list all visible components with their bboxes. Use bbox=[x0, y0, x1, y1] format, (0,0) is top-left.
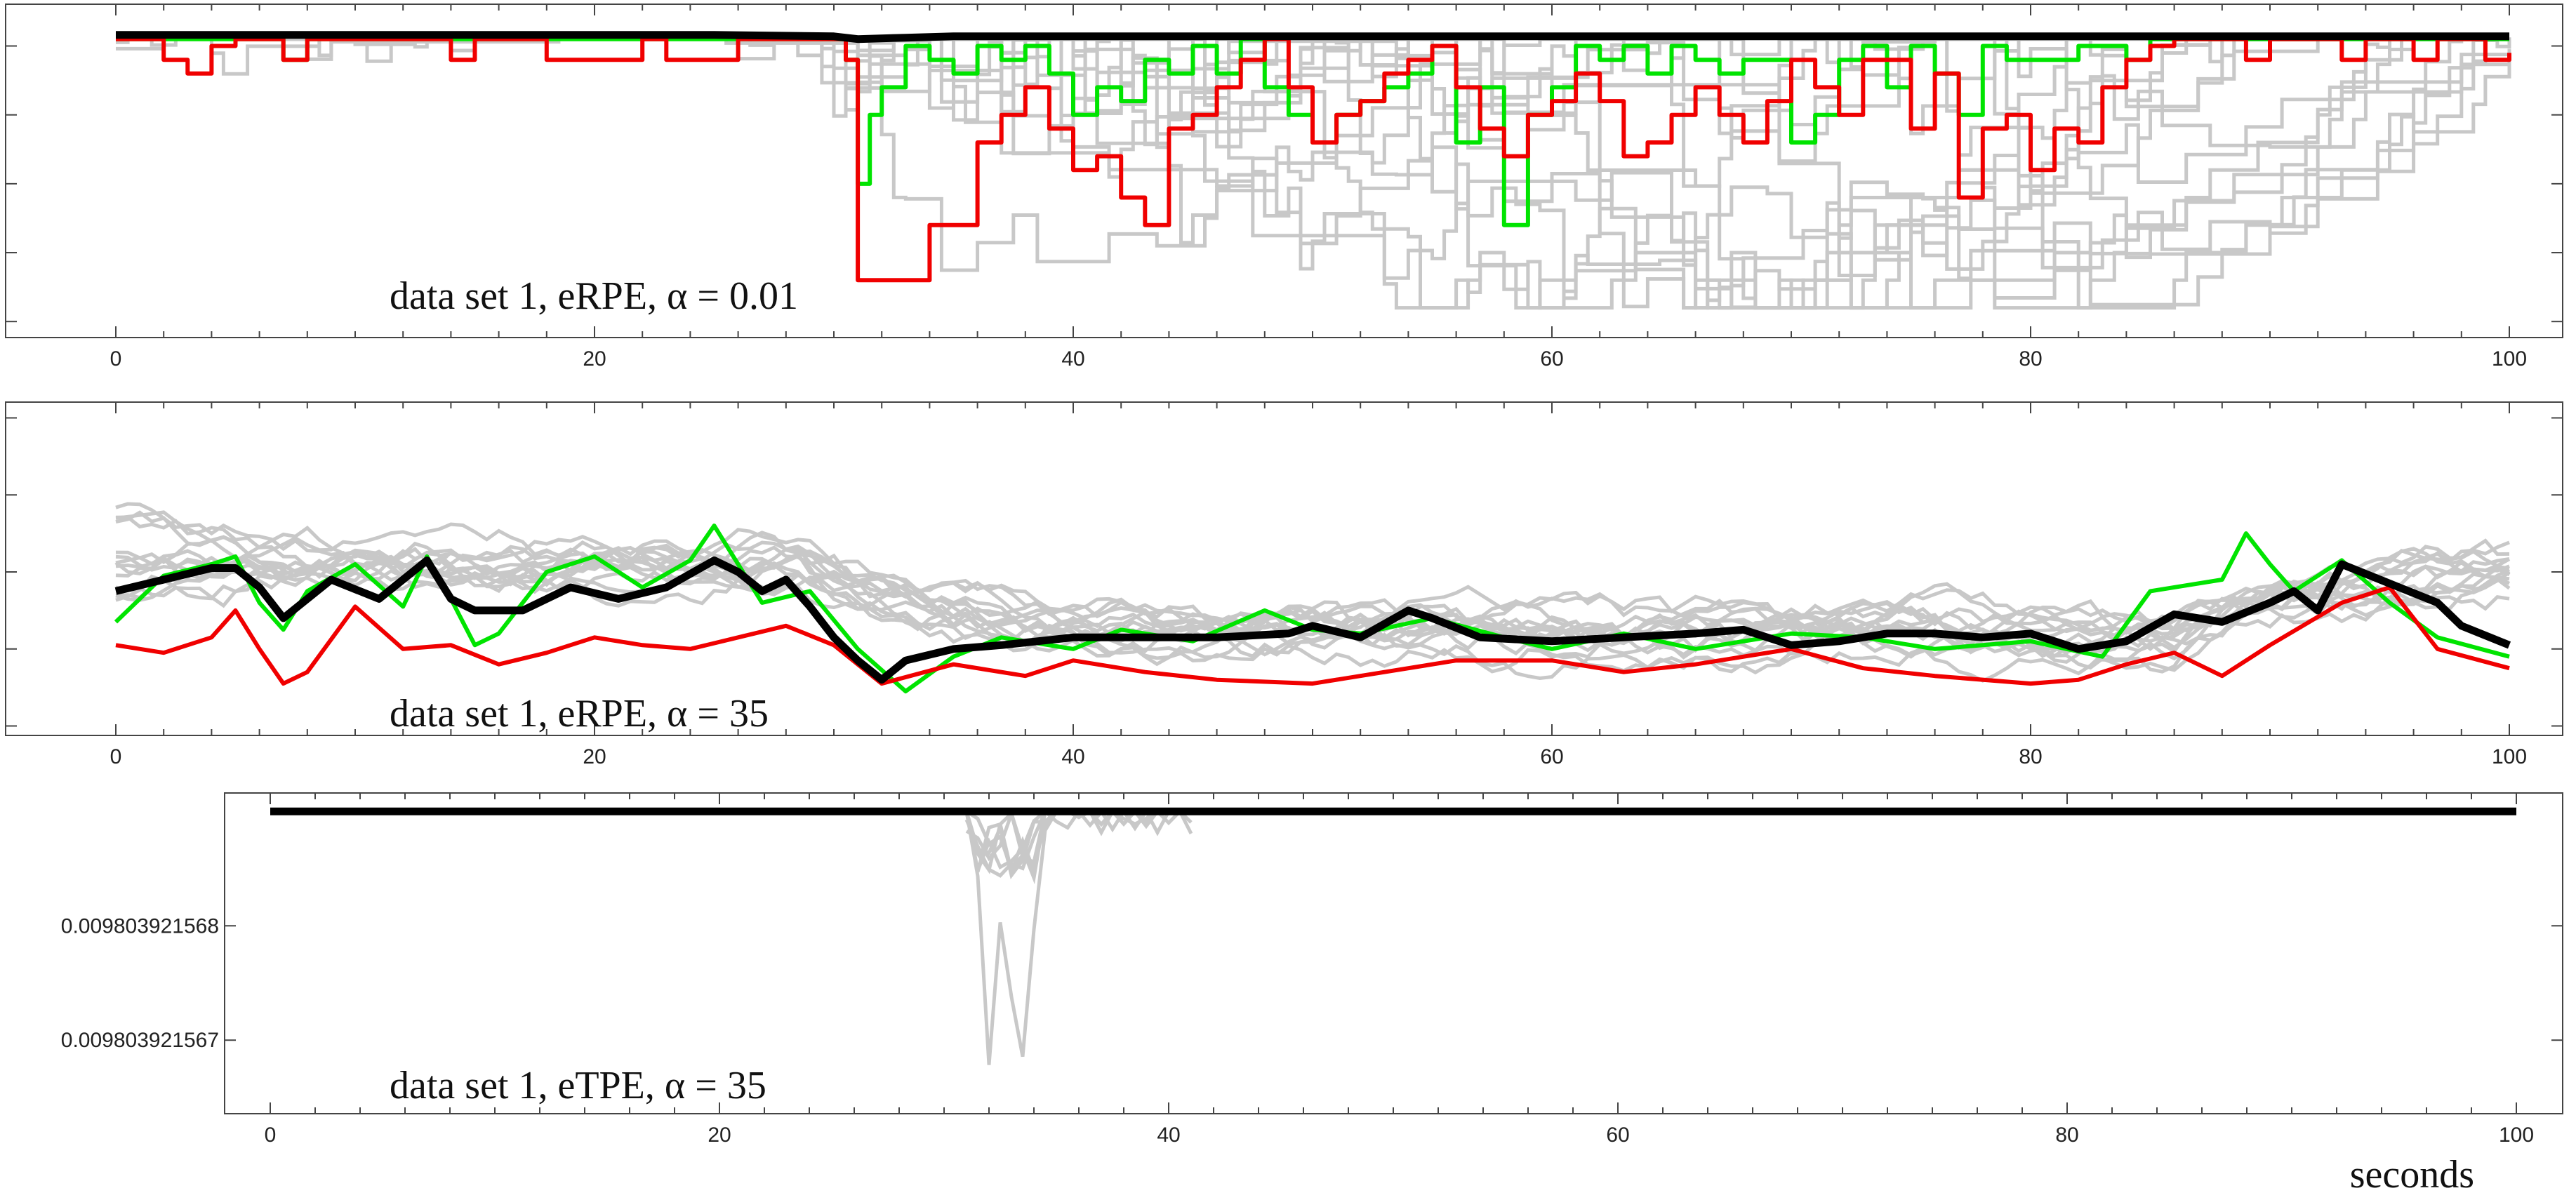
x-tick-label: 0 bbox=[265, 1124, 277, 1147]
axis-ticks bbox=[225, 793, 2563, 1114]
panel-etpe-alpha-35: 0 20 40 60 80 100 0.009803921567 0.009803921568… bbox=[61, 792, 2563, 1147]
mean-series-line bbox=[116, 31, 2509, 44]
y-tick-label: 0.009803921567 bbox=[61, 1029, 219, 1052]
plot-frame bbox=[5, 401, 2563, 736]
x-tick-label: 80 bbox=[2019, 347, 2042, 371]
background-run-line bbox=[115, 522, 2511, 683]
x-tick-label: 20 bbox=[708, 1124, 731, 1147]
x-tick-label: 20 bbox=[583, 745, 606, 768]
plot-area bbox=[116, 31, 2511, 310]
background-run-line bbox=[115, 531, 2510, 658]
background-run-line bbox=[964, 809, 1193, 1065]
axis-ticks bbox=[6, 402, 2563, 735]
plot-area bbox=[270, 807, 2516, 1065]
background-run-line bbox=[115, 539, 2511, 681]
plot-frame bbox=[5, 4, 2563, 338]
x-axis-label: seconds bbox=[2350, 1153, 2474, 1196]
green-series-line bbox=[114, 524, 2510, 694]
background-run-line bbox=[115, 535, 2511, 658]
background-run-line bbox=[115, 561, 2511, 658]
x-tick-label: 0 bbox=[110, 745, 122, 768]
panel-annotation: data set 1, eTPE, α = 35 bbox=[390, 1064, 766, 1107]
x-tick-label: 100 bbox=[2499, 1124, 2534, 1147]
x-tick-label: 40 bbox=[1157, 1124, 1180, 1147]
red-series-line bbox=[115, 585, 2510, 686]
plot-area bbox=[114, 502, 2511, 694]
background-run-line bbox=[964, 809, 1193, 878]
x-tick-label: 40 bbox=[1061, 347, 1084, 371]
x-tick-label: 60 bbox=[1540, 347, 1563, 371]
x-tick-label: 0 bbox=[110, 347, 122, 371]
panel-annotation: data set 1, eRPE, α = 35 bbox=[390, 692, 769, 735]
x-tick-label: 100 bbox=[2492, 745, 2527, 768]
y-tick-label: 0.009803921568 bbox=[61, 914, 219, 938]
green-series-line bbox=[116, 36, 2509, 227]
x-tick-label: 80 bbox=[2019, 745, 2042, 768]
x-tick-label: 100 bbox=[2492, 347, 2527, 371]
mean-series-line bbox=[114, 556, 2511, 684]
x-tick-label: 40 bbox=[1061, 745, 1084, 768]
x-tick-label: 60 bbox=[1540, 745, 1563, 768]
x-tick-label: 20 bbox=[583, 347, 606, 371]
x-tick-label: 80 bbox=[2055, 1124, 2078, 1147]
axis-ticks bbox=[6, 4, 2563, 338]
panel-annotation: data set 1, eRPE, α = 0.01 bbox=[390, 274, 798, 318]
background-run-line bbox=[965, 808, 1191, 874]
x-tick-label: 60 bbox=[1606, 1124, 1629, 1147]
